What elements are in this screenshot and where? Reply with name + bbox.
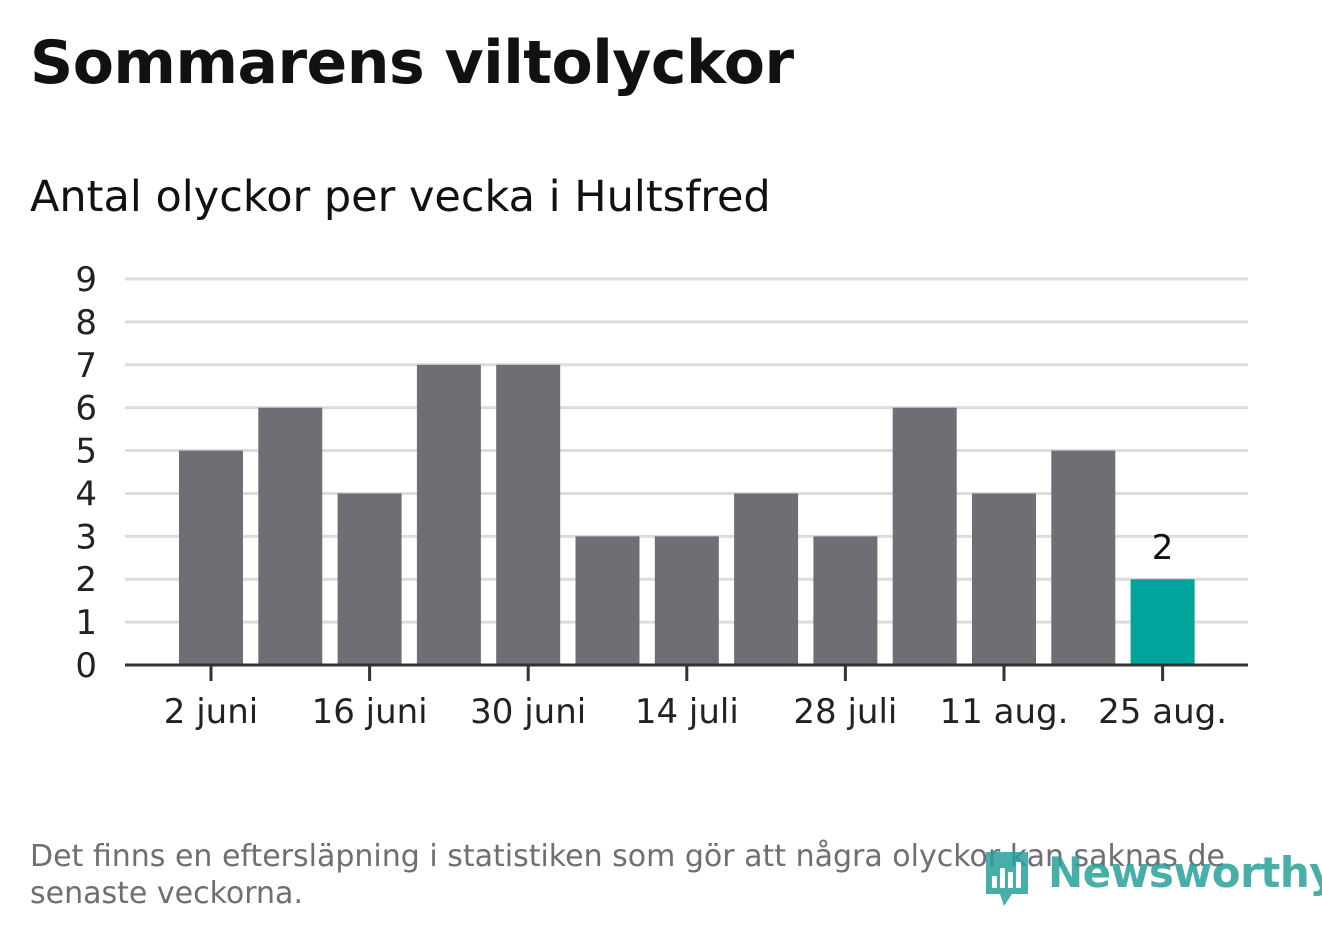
bar <box>337 493 402 665</box>
bar <box>1130 579 1195 665</box>
y-tick-label: 3 <box>75 517 97 557</box>
y-tick-label: 8 <box>75 303 97 343</box>
bar <box>892 407 957 665</box>
y-tick-label: 9 <box>75 260 97 300</box>
bar-chart-speech-bubble-icon <box>986 852 1028 906</box>
x-tick-label: 30 juni <box>470 692 586 732</box>
chart-subtitle: Antal olyckor per vecka i Hultsfred <box>30 172 771 222</box>
bar <box>575 536 640 665</box>
x-tick-label: 2 juni <box>164 692 258 732</box>
y-tick-label: 7 <box>75 346 97 386</box>
bar <box>654 536 719 665</box>
bar <box>496 364 561 665</box>
bar <box>972 493 1036 665</box>
x-tick-label: 25 aug. <box>1098 692 1227 732</box>
bar <box>734 493 799 665</box>
x-tick-label: 16 juni <box>312 692 428 732</box>
x-tick-label: 28 juli <box>793 692 897 732</box>
bar <box>179 450 243 665</box>
data-label: 2 <box>1152 528 1174 568</box>
bar <box>813 536 878 665</box>
chart-title: Sommarens viltolyckor <box>30 28 794 98</box>
x-tick-label: 14 juli <box>635 692 739 732</box>
y-tick-label: 2 <box>75 560 97 600</box>
bar <box>416 364 481 665</box>
bar <box>258 407 323 665</box>
logo-text: Newsworthy <box>1048 848 1322 897</box>
y-tick-label: 5 <box>75 432 97 472</box>
bar <box>1051 450 1116 665</box>
y-tick-label: 1 <box>75 603 97 643</box>
x-tick-label: 11 aug. <box>940 692 1069 732</box>
newsworthy-logo: Newsworthy <box>982 846 1322 916</box>
y-tick-label: 4 <box>75 474 97 514</box>
y-tick-label: 6 <box>75 389 97 429</box>
y-tick-label: 0 <box>75 646 97 686</box>
